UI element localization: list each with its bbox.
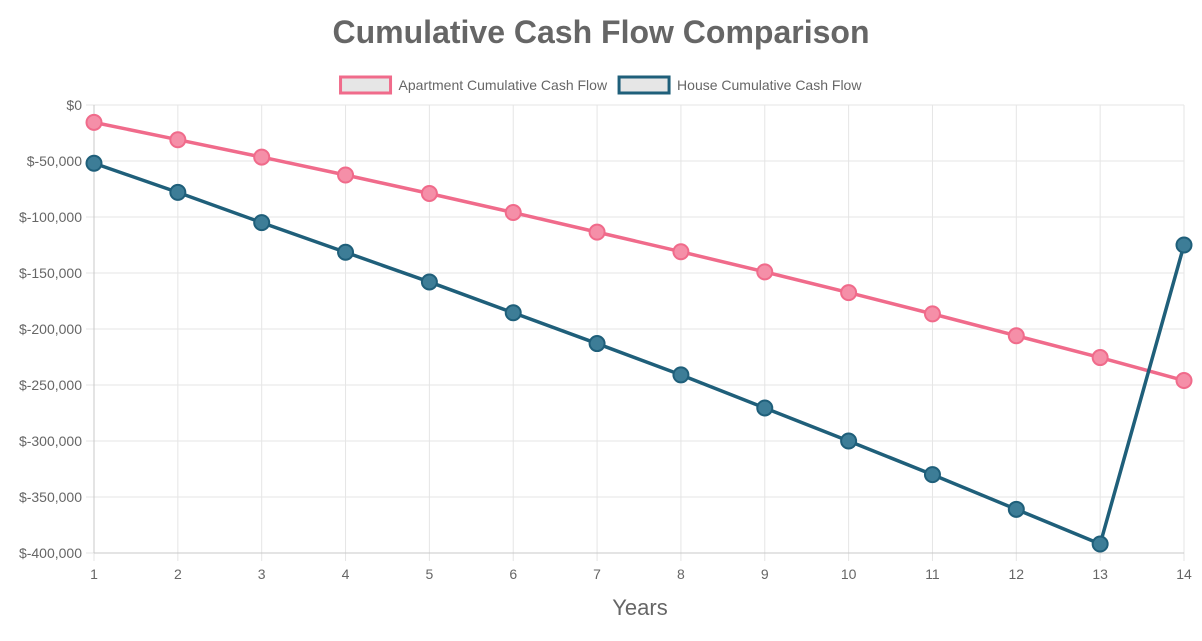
data-point[interactable] (504, 304, 522, 322)
data-point[interactable] (840, 432, 858, 450)
series-line (92, 120, 1186, 383)
series-line (92, 161, 1186, 546)
x-tick-label: 11 (925, 566, 940, 582)
x-tick-label: 4 (342, 566, 350, 582)
data-point[interactable] (169, 183, 187, 201)
x-tick-label: 2 (174, 566, 182, 582)
x-axis-title: Years (612, 595, 667, 620)
grid (86, 104, 1185, 561)
x-tick-label: 8 (677, 566, 685, 582)
data-point[interactable] (337, 243, 355, 261)
data-point[interactable] (504, 204, 522, 222)
x-tick-label: 5 (425, 566, 433, 582)
data-point[interactable] (923, 305, 941, 323)
legend-swatch (617, 75, 671, 95)
legend-item-2[interactable]: House Cumulative Cash Flow (617, 75, 862, 95)
x-tick-label: 9 (761, 566, 769, 582)
y-tick-label: $-400,000 (19, 545, 82, 561)
data-point[interactable] (588, 223, 606, 241)
data-point[interactable] (1091, 349, 1109, 367)
legend-label: Apartment Cumulative Cash Flow (399, 77, 608, 93)
data-point[interactable] (672, 366, 690, 384)
data-point[interactable] (840, 284, 858, 302)
data-point[interactable] (420, 273, 438, 291)
y-tick-label: $-200,000 (19, 321, 82, 337)
y-tick-label: $-350,000 (19, 489, 82, 505)
data-point[interactable] (253, 148, 271, 166)
data-point[interactable] (85, 154, 103, 172)
axes: $0 $-50,000 $-100,000 $-150,000 $-200,000 $-2… (19, 97, 1192, 582)
y-tick-label: $-50,000 (27, 153, 82, 169)
legend-item-1[interactable]: Apartment Cumulative Cash Flow (339, 75, 608, 95)
data-point[interactable] (1007, 500, 1025, 518)
data-point[interactable] (169, 131, 187, 149)
x-tick-label: 6 (509, 566, 517, 582)
data-point[interactable] (85, 113, 103, 131)
y-tick-label: $-100,000 (19, 209, 82, 225)
data-point[interactable] (756, 399, 774, 417)
data-point[interactable] (1091, 535, 1109, 553)
x-tick-label: 13 (1092, 566, 1108, 582)
legend: Apartment Cumulative Cash Flow House Cumu… (339, 75, 862, 95)
legend-swatch (339, 75, 393, 95)
y-tick-label: $-250,000 (19, 377, 82, 393)
data-point[interactable] (672, 243, 690, 261)
x-tick-label: 1 (90, 566, 98, 582)
series-layer (85, 113, 1193, 553)
x-tick-label: 12 (1009, 566, 1025, 582)
series-2 (85, 154, 1193, 553)
series-1 (85, 113, 1193, 390)
data-point[interactable] (756, 263, 774, 281)
x-tick-label: 14 (1176, 566, 1192, 582)
data-point[interactable] (1175, 372, 1193, 390)
chart-title: Cumulative Cash Flow Comparison (333, 14, 870, 50)
x-tick-label: 10 (841, 566, 857, 582)
data-point[interactable] (253, 214, 271, 232)
y-tick-label: $-300,000 (19, 433, 82, 449)
data-point[interactable] (588, 335, 606, 353)
data-point[interactable] (337, 166, 355, 184)
data-point[interactable] (420, 184, 438, 202)
x-tick-label: 3 (258, 566, 266, 582)
data-point[interactable] (1007, 327, 1025, 345)
legend-label: House Cumulative Cash Flow (677, 77, 862, 93)
y-tick-label: $-150,000 (19, 265, 82, 281)
x-tick-label: 7 (593, 566, 601, 582)
data-point[interactable] (1175, 236, 1193, 254)
y-tick-label: $0 (66, 97, 82, 113)
data-point[interactable] (923, 466, 941, 484)
